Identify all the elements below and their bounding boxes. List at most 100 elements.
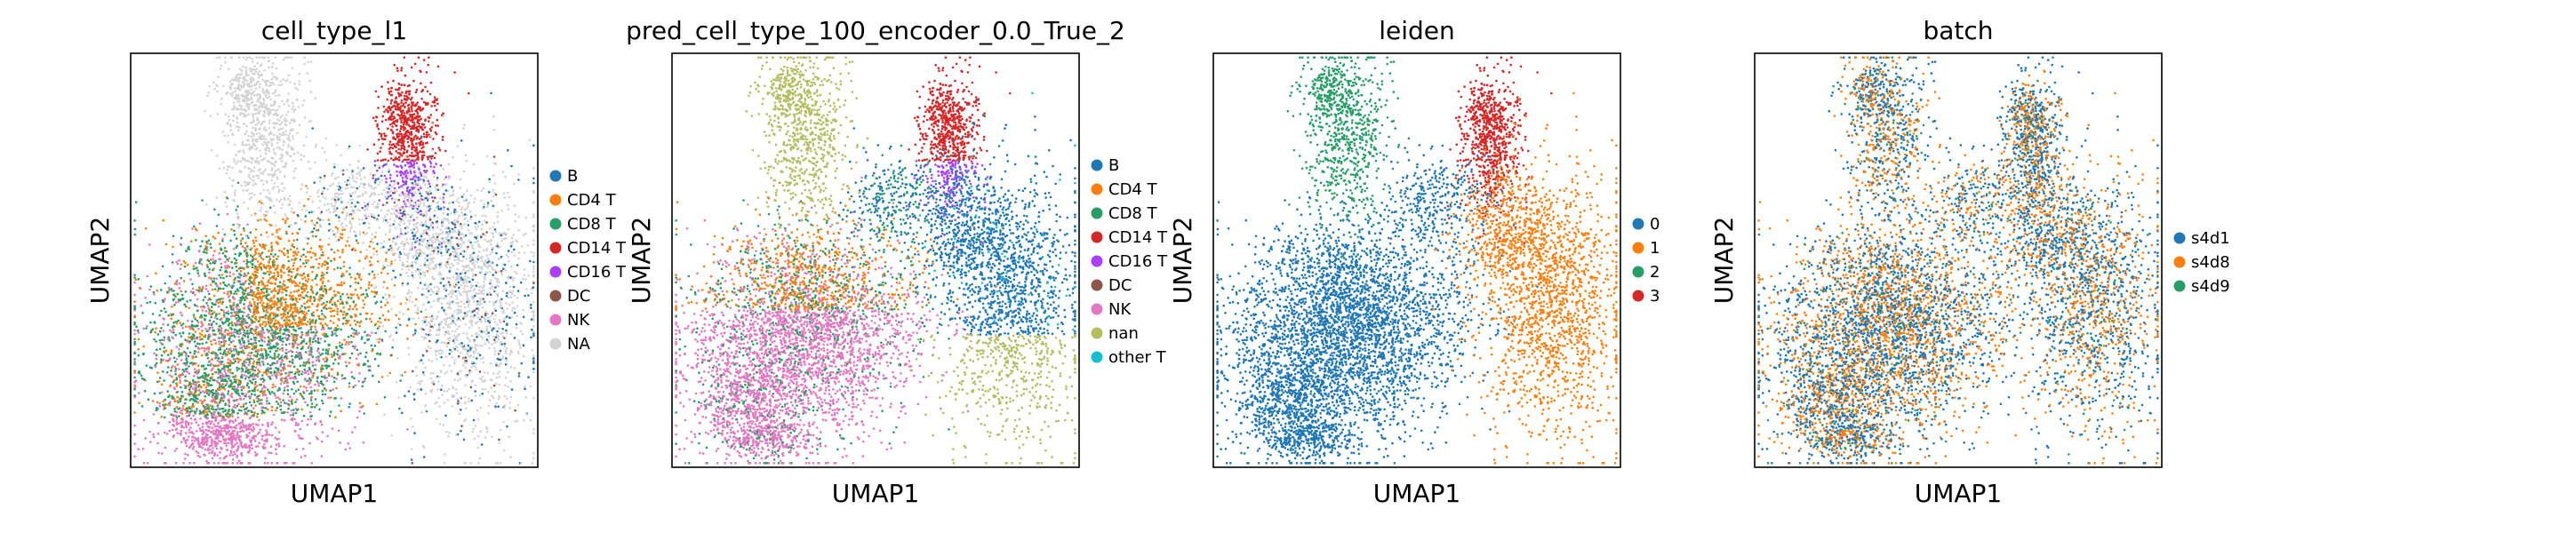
scatter-point <box>286 305 289 308</box>
scatter-point <box>237 338 241 342</box>
scatter-point <box>291 101 294 105</box>
scatter-point <box>254 236 257 239</box>
scatter-point <box>292 159 295 163</box>
scatter-point <box>360 293 363 297</box>
scatter-point <box>296 232 300 235</box>
scatter-point <box>213 338 217 342</box>
scatter-point <box>242 289 245 291</box>
scatter-point <box>266 89 268 91</box>
scatter-point <box>244 242 247 244</box>
scatter-point <box>232 362 236 365</box>
scatter-point <box>247 434 250 438</box>
scatter-point <box>201 342 204 346</box>
scatter-point <box>243 250 246 252</box>
scatter-point <box>348 323 352 327</box>
scatter-point <box>289 298 292 300</box>
scatter-point <box>205 330 209 333</box>
scatter-point <box>364 289 368 291</box>
scatter-point <box>221 353 225 356</box>
scatter-point <box>222 334 226 337</box>
scatter-point <box>300 408 303 411</box>
scatter-point <box>208 419 211 423</box>
scatter-point <box>175 423 179 426</box>
scatter-point <box>359 251 363 253</box>
scatter-point <box>191 431 194 434</box>
scatter-point <box>274 315 277 318</box>
scatter-point <box>179 381 181 384</box>
scatter-point <box>298 227 301 231</box>
scatter-point <box>288 132 292 135</box>
scatter-point <box>209 404 212 408</box>
scatter-point <box>160 391 164 394</box>
scatter-point <box>170 413 172 417</box>
scatter-point <box>180 263 183 266</box>
scatter-point <box>280 153 283 156</box>
scatter-point <box>260 304 264 306</box>
scatter-point <box>172 396 174 399</box>
scatter-point <box>313 299 316 302</box>
scatter-point <box>284 328 288 330</box>
scatter-point <box>261 445 265 448</box>
scatter-point <box>280 121 284 123</box>
scatter-point <box>217 462 220 465</box>
scatter-point <box>241 364 244 367</box>
scatter-point <box>193 352 196 355</box>
scatter-point <box>313 335 316 338</box>
scatter-point <box>307 278 310 281</box>
scatter-point <box>332 290 336 293</box>
scatter-point <box>237 351 241 354</box>
scatter-point <box>228 454 232 457</box>
scatter-point <box>228 416 230 418</box>
scatter-point <box>224 354 228 357</box>
scatter-point <box>266 284 269 287</box>
scatter-point <box>253 166 256 169</box>
scatter-point <box>244 58 248 61</box>
scatter-point <box>204 390 208 394</box>
scatter-point <box>204 272 206 275</box>
scatter-point <box>265 128 268 131</box>
scatter-point <box>228 343 231 346</box>
scatter-point <box>258 121 260 123</box>
scatter-point <box>262 183 265 186</box>
scatter-point <box>199 376 203 378</box>
scatter-point <box>284 293 288 297</box>
scatter-point <box>277 200 281 203</box>
scatter-point <box>258 418 260 422</box>
scatter-point <box>198 410 202 413</box>
scatter-point <box>359 320 363 323</box>
scatter-point <box>236 212 239 215</box>
scatter-point <box>226 426 228 429</box>
scatter-point <box>263 347 266 351</box>
scatter-point <box>216 404 220 408</box>
scatter-point <box>353 377 356 380</box>
scatter-point <box>195 430 198 433</box>
scatter-point <box>206 434 209 437</box>
scatter-point <box>264 93 268 97</box>
scatter-point <box>156 433 160 435</box>
scatter-point <box>288 155 292 157</box>
scatter-point <box>255 354 259 358</box>
scatter-point <box>268 111 272 114</box>
scatter-point <box>326 266 330 269</box>
scatter-point <box>252 138 254 140</box>
scatter-point <box>366 365 370 368</box>
scatter-point <box>219 388 221 392</box>
scatter-point <box>220 446 222 449</box>
scatter-point <box>309 386 312 389</box>
scatter-point <box>184 338 187 342</box>
scatter-point <box>304 314 307 317</box>
scatter-point <box>249 177 252 180</box>
scatter-point <box>335 334 339 338</box>
scatter-point <box>250 169 253 171</box>
scatter-point <box>285 381 289 385</box>
scatter-point <box>172 328 175 331</box>
scatter-point <box>229 331 233 334</box>
scatter-point <box>343 310 346 314</box>
scatter-point <box>298 370 301 373</box>
scatter-point <box>240 298 243 301</box>
scatter-point <box>232 223 236 227</box>
scatter-point <box>173 400 177 403</box>
scatter-point <box>228 177 231 179</box>
scatter-point <box>205 249 209 251</box>
scatter-point <box>339 283 341 286</box>
